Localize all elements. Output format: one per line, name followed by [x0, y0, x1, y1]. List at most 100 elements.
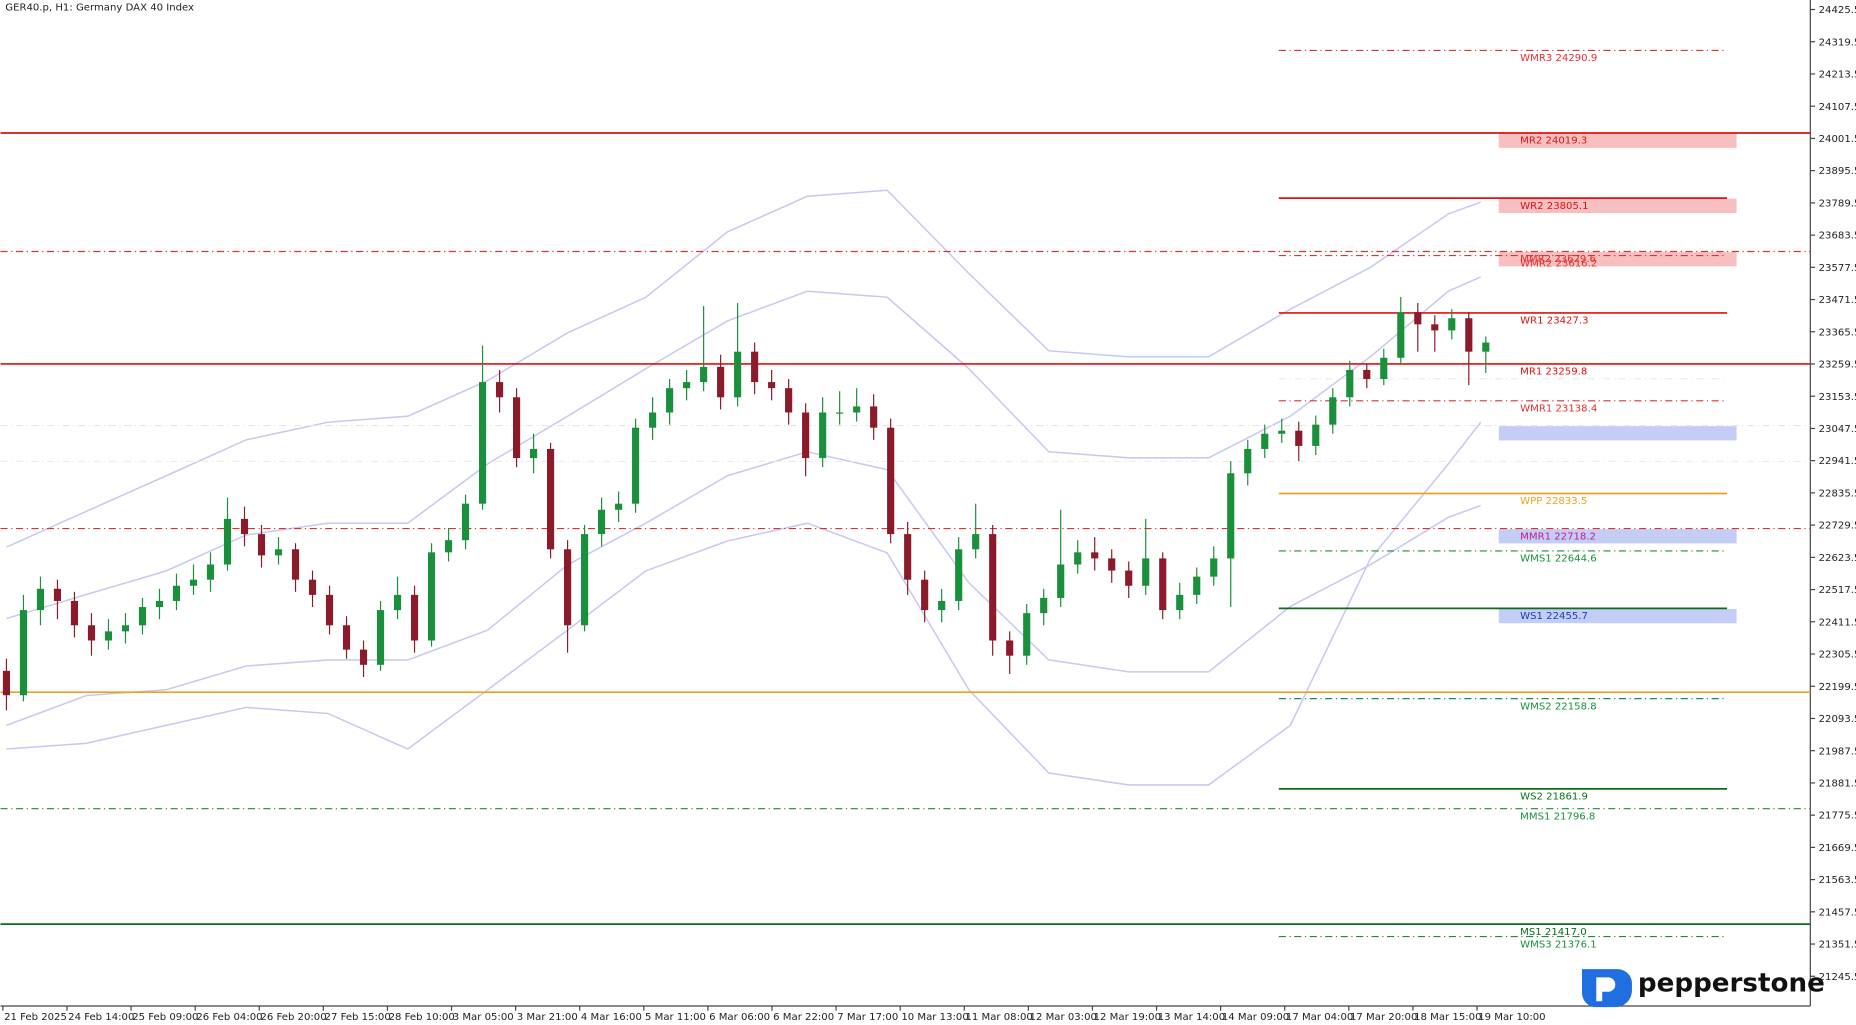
y-tick-label: 24001.5	[1819, 134, 1856, 145]
y-tick-label: 23047.5	[1819, 424, 1856, 435]
level-label: WMS3 21376.1	[1520, 939, 1596, 950]
candle-body	[1091, 552, 1099, 559]
candle-body	[1176, 594, 1184, 611]
band-line	[6, 276, 1482, 620]
x-tick-label: 3 Mar 05:00	[453, 1012, 514, 1023]
level-highlight	[1498, 198, 1737, 213]
logo-text: pepperstone	[1638, 969, 1825, 999]
candle-body	[342, 625, 351, 650]
candle-body	[1142, 558, 1150, 586]
x-tick-label: 6 Mar 06:00	[709, 1012, 770, 1023]
y-tick-label: 23365.5	[1819, 327, 1856, 338]
candle-body	[325, 594, 334, 626]
x-tick-label: 18 Mar 15:00	[1414, 1012, 1481, 1023]
candle-body	[291, 549, 300, 580]
level-label: MR2 24019.3	[1520, 136, 1587, 147]
x-tick-label: 12 Mar 19:00	[1094, 1012, 1161, 1023]
band-line	[6, 450, 1481, 727]
candle-body	[853, 406, 861, 413]
level-label: MMS1 21796.8	[1520, 811, 1595, 822]
candle-body	[257, 534, 266, 556]
candle-body	[1193, 576, 1201, 595]
level-label: MS1 21417.0	[1520, 927, 1587, 938]
candle-body	[359, 649, 368, 665]
x-tick-label: 11 Mar 08:00	[965, 1012, 1032, 1023]
x-tick-label: 5 Mar 11:00	[645, 1012, 706, 1023]
x-tick-label: 13 Mar 14:00	[1158, 1012, 1225, 1023]
level-label: WMR2 23616.2	[1520, 258, 1597, 269]
y-tick-label: 24213.5	[1819, 70, 1856, 81]
candle-body	[1227, 473, 1235, 559]
candle-body	[955, 549, 963, 601]
x-tick-label: 12 Mar 03:00	[1030, 1012, 1097, 1023]
candle-body	[887, 427, 895, 535]
candle-body	[1040, 597, 1048, 614]
y-tick-label: 23577.5	[1819, 263, 1856, 274]
candle-body	[972, 534, 980, 550]
level-label: WMR3 24290.9	[1520, 53, 1597, 64]
candle-body	[1397, 312, 1405, 358]
x-tick-label: 4 Mar 16:00	[581, 1012, 642, 1023]
y-tick-label: 24425.5	[1819, 5, 1856, 16]
level-label: WMS2 22158.8	[1520, 701, 1596, 712]
candle-body	[649, 412, 657, 428]
level-highlight	[1498, 529, 1737, 544]
candle-body	[1312, 424, 1320, 446]
candle-body	[904, 534, 912, 580]
candle-body	[223, 518, 232, 565]
candle-body	[461, 503, 470, 541]
x-tick-label: 26 Feb 20:00	[260, 1012, 326, 1023]
candle-body	[819, 412, 827, 459]
candle-body	[768, 382, 776, 389]
candle-body	[444, 540, 453, 553]
y-tick-label: 23683.5	[1819, 231, 1856, 242]
candle-body	[53, 588, 62, 601]
candle-body	[1295, 430, 1303, 446]
level-highlight	[1498, 426, 1737, 441]
candle-body	[1074, 552, 1082, 565]
candle-body	[1414, 312, 1422, 325]
y-tick-label: 22305.5	[1819, 650, 1856, 661]
candle-body	[632, 427, 640, 504]
candle-body	[836, 412, 844, 414]
level-highlight	[1498, 608, 1737, 624]
y-tick-label: 21881.5	[1819, 778, 1856, 789]
x-tick-label: 6 Mar 22:00	[773, 1012, 834, 1023]
logo: pepperstone	[1582, 969, 1825, 1008]
candle-body	[615, 503, 623, 510]
candle-body	[496, 382, 504, 398]
y-tick-label: 22093.5	[1819, 714, 1856, 725]
candle-body	[240, 518, 249, 535]
candle-body	[1482, 342, 1490, 352]
y-tick-label: 24319.5	[1819, 37, 1856, 48]
level-label: WMS1 22644.6	[1520, 554, 1596, 565]
candle-body	[938, 600, 946, 611]
candle-body	[717, 366, 725, 398]
y-tick-label: 21351.5	[1819, 940, 1856, 951]
chart-title: GER40.p, H1: Germany DAX 40 Index	[5, 3, 194, 14]
candle-body	[1431, 324, 1439, 331]
band-line	[6, 421, 1482, 786]
candle-body	[1023, 613, 1031, 656]
y-tick-label: 23259.5	[1819, 360, 1856, 371]
candle-body	[734, 351, 742, 398]
y-tick-label: 22835.5	[1819, 488, 1856, 499]
candle-body	[138, 607, 147, 626]
candle-body	[19, 610, 28, 696]
y-tick-label: 24107.5	[1819, 102, 1856, 113]
candle-body	[547, 448, 555, 550]
y-tick-label: 21987.5	[1819, 746, 1856, 757]
x-tick-label: 10 Mar 13:00	[901, 1012, 968, 1023]
candle-body	[564, 549, 572, 626]
x-tick-label: 17 Mar 04:00	[1286, 1012, 1353, 1023]
candle-body	[1380, 357, 1388, 380]
candle-body	[121, 625, 130, 632]
x-tick-label: 19 Mar 10:00	[1478, 1012, 1545, 1023]
candle-body	[1363, 369, 1371, 380]
candle-body	[376, 610, 385, 665]
y-tick-label: 21563.5	[1819, 875, 1856, 886]
candle-body	[189, 579, 198, 586]
candle-body	[751, 351, 759, 383]
